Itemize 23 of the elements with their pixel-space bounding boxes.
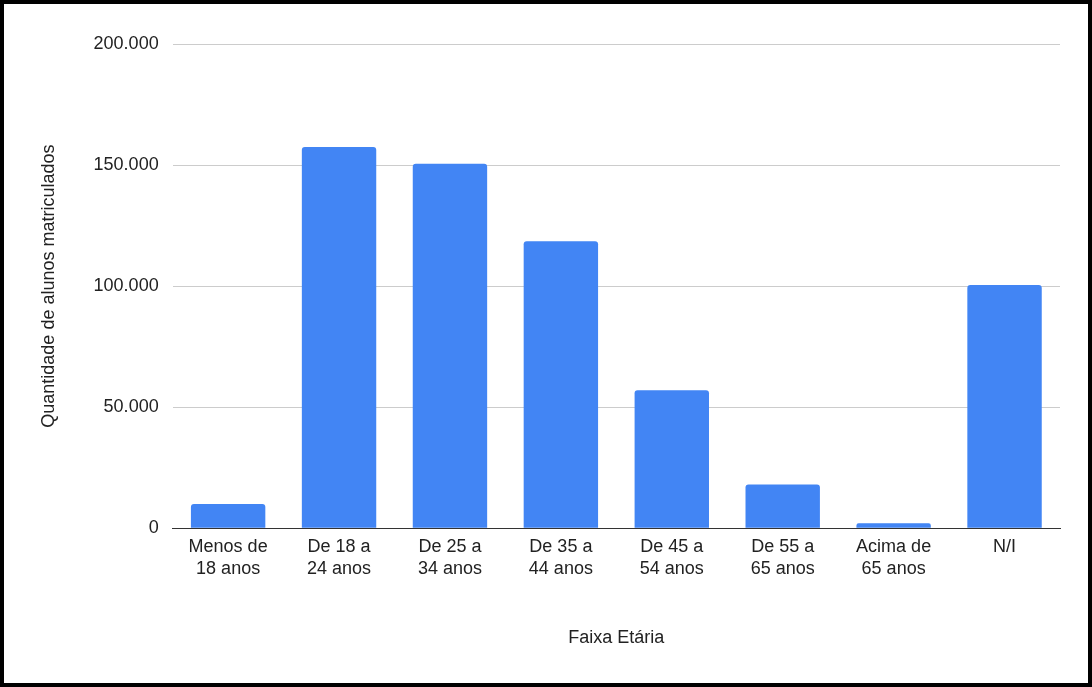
- y-axis-title: Quantidade de alunos matriculados: [37, 144, 58, 428]
- y-tick-label: 150.000: [93, 154, 159, 175]
- bar: [634, 390, 709, 528]
- x-tick-label: N/I: [993, 535, 1017, 556]
- x-tick-label: Acima de 65 anos: [856, 535, 932, 578]
- bar: [523, 241, 599, 528]
- y-tick-label: 200.000: [93, 32, 159, 53]
- x-tick-label: De 55 a 65 anos: [750, 535, 816, 578]
- x-tick-label: De 35 a 44 anos: [528, 535, 594, 578]
- y-tick-label: 0: [148, 517, 159, 538]
- bar: [745, 484, 820, 528]
- x-tick-label: De 25 a 34 anos: [417, 535, 483, 578]
- bar: [190, 503, 266, 528]
- x-axis-title: Faixa Etária: [568, 627, 666, 648]
- bar: [967, 284, 1042, 528]
- y-tick-label: 50.000: [103, 396, 159, 417]
- bar: [856, 523, 931, 528]
- x-tick-label: Menos de 18 anos: [188, 535, 268, 578]
- x-tick-label: De 45 a 54 anos: [639, 535, 705, 578]
- x-tick-label: De 18 a 24 anos: [307, 535, 372, 578]
- y-tick-label: 100.000: [93, 275, 159, 296]
- bar: [412, 163, 488, 528]
- bar: [301, 146, 377, 528]
